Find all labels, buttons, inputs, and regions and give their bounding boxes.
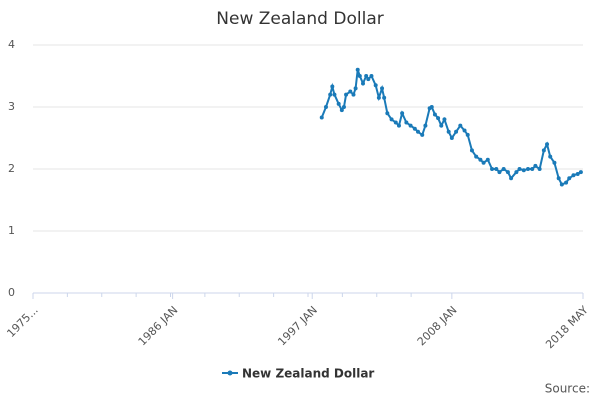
data-point [364, 74, 369, 78]
data-point [353, 86, 358, 91]
data-point [436, 116, 441, 121]
data-point [564, 180, 569, 185]
data-point [497, 170, 502, 175]
data-point [469, 148, 474, 153]
data-point [442, 117, 447, 122]
data-point [323, 105, 328, 109]
data-point [420, 132, 425, 137]
data-point [348, 89, 353, 94]
data-point [336, 101, 341, 106]
data-point [514, 170, 519, 175]
data-point [485, 157, 490, 162]
data-point [366, 77, 371, 82]
data-point [385, 111, 390, 116]
data-point [552, 160, 557, 165]
data-point [319, 115, 324, 120]
data-point [344, 92, 349, 97]
data-point [578, 170, 583, 175]
x-tick-label: 1997 JAN [275, 304, 320, 349]
data-point [341, 105, 346, 109]
data-point [548, 154, 553, 159]
data-point [416, 129, 420, 134]
data-point [533, 163, 538, 168]
data-point [332, 92, 337, 97]
data-point [545, 142, 550, 147]
data-point [339, 108, 344, 113]
y-tick-label: 3 [8, 100, 15, 113]
x-tick-label: 1986 JAN [136, 304, 181, 349]
data-point [530, 167, 535, 171]
y-tick-label: 1 [8, 224, 15, 237]
data-point [575, 171, 580, 176]
data-point [465, 132, 470, 137]
data-point [458, 123, 463, 128]
data-point [408, 123, 413, 128]
data-point [556, 176, 561, 181]
data-point [380, 86, 385, 91]
data-point [396, 123, 401, 128]
data-point [432, 112, 437, 117]
data-point [537, 167, 542, 171]
data-point [355, 67, 360, 72]
chart-title: New Zealand Dollar [216, 9, 383, 29]
x-tick-label: 1975... [4, 304, 40, 340]
data-point [490, 167, 495, 171]
data-point [446, 129, 451, 134]
data-point [373, 83, 378, 88]
data-point [541, 148, 546, 153]
data-point [429, 105, 434, 109]
data-point [454, 129, 459, 134]
data-point [423, 123, 428, 128]
data-point [330, 84, 335, 89]
y-tick-label: 2 [8, 162, 15, 175]
legend-marker [227, 370, 233, 376]
y-tick-label: 0 [8, 286, 15, 299]
series-line [320, 69, 582, 186]
data-point [501, 167, 506, 171]
y-tick-label: 4 [8, 38, 15, 51]
data-point [400, 111, 405, 116]
data-point [526, 167, 530, 171]
data-point [393, 120, 398, 125]
data-point [559, 182, 564, 187]
data-point [462, 128, 467, 133]
data-point [439, 123, 444, 128]
data-point [478, 157, 483, 162]
data-point [567, 176, 572, 181]
data-point [361, 81, 365, 86]
data-point [481, 160, 486, 165]
data-point [505, 170, 510, 175]
data-point [494, 167, 499, 171]
data-point [351, 92, 356, 97]
source: Source: [545, 382, 590, 396]
data-point [521, 168, 526, 173]
data-point [509, 176, 514, 181]
data-point [474, 154, 479, 159]
data-point [328, 92, 333, 97]
data-point [517, 167, 522, 171]
data-point [357, 74, 362, 78]
x-tick-label: 2008 JAN [415, 304, 460, 349]
data-point [449, 136, 454, 140]
data-point [571, 173, 576, 178]
legend-label: New Zealand Dollar [242, 367, 374, 381]
data-point [382, 95, 387, 100]
data-point [412, 126, 417, 131]
data-point [404, 120, 409, 125]
data-point [369, 74, 374, 78]
x-tick-label: 2018 MAY [543, 303, 591, 351]
data-point [376, 95, 381, 100]
data-point [389, 117, 394, 122]
